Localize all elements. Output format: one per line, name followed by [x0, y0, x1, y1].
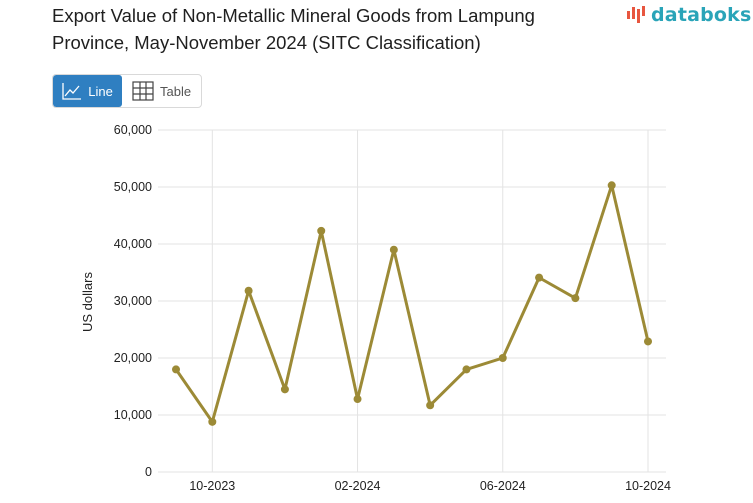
data-point: [462, 365, 471, 374]
series-line-group: [172, 181, 652, 426]
y-tick-label: 0: [145, 465, 152, 479]
data-point: [498, 354, 507, 362]
y-axis-tick-labels: 0 10,000 20,000 30,000 40,000 50,000 60,000: [114, 123, 152, 479]
x-tick-label: 10-2024: [625, 479, 671, 493]
y-tick-label: 30,000: [114, 294, 152, 308]
databoks-logo: databoks: [626, 4, 752, 26]
data-point: [389, 245, 398, 254]
y-tick-label: 20,000: [114, 351, 152, 365]
logo-mark-icon: [627, 6, 645, 23]
table-view-label: Table: [159, 83, 192, 99]
line-chart: 0 10,000 20,000 30,000 40,000 50,000 60,000 10…: [80, 123, 671, 493]
chart-area: 0 10,000 20,000 30,000 40,000 50,000 60,000 10…: [0, 118, 753, 498]
y-axis-label: US dollars: [80, 272, 95, 332]
data-point: [426, 401, 435, 410]
y-tick-label: 60,000: [114, 123, 152, 137]
data-point: [607, 181, 616, 190]
data-point: [280, 385, 289, 394]
data-point: [244, 286, 253, 295]
y-tick-label: 40,000: [114, 237, 152, 251]
horizontal-gridlines: [158, 129, 666, 473]
data-point: [208, 417, 217, 426]
data-point: [317, 226, 326, 235]
x-tick-label: 10-2023: [189, 479, 235, 493]
view-toggle: Line Table: [52, 74, 202, 108]
table-view-button[interactable]: Table: [122, 75, 201, 107]
series-line: [174, 183, 650, 424]
data-point: [172, 365, 180, 374]
data-point: [571, 294, 580, 303]
x-axis-tick-labels: 10-2023 02-2024 06-2024 10-2024: [189, 479, 671, 493]
x-tick-label: 06-2024: [480, 479, 526, 493]
logo-text: databoks: [651, 4, 752, 26]
data-point: [535, 273, 544, 282]
line-chart-icon: [62, 83, 82, 100]
data-point: [353, 395, 362, 404]
table-grid-icon: [132, 81, 154, 101]
y-tick-label: 10,000: [114, 408, 152, 422]
line-view-button[interactable]: Line: [53, 75, 123, 107]
data-point: [644, 337, 652, 346]
chart-title: Export Value of Non-Metallic Mineral Goo…: [52, 5, 535, 53]
y-tick-label: 50,000: [114, 180, 152, 194]
vertical-gridlines: [211, 130, 649, 472]
line-view-label: Line: [88, 83, 113, 99]
x-tick-label: 02-2024: [335, 479, 381, 493]
